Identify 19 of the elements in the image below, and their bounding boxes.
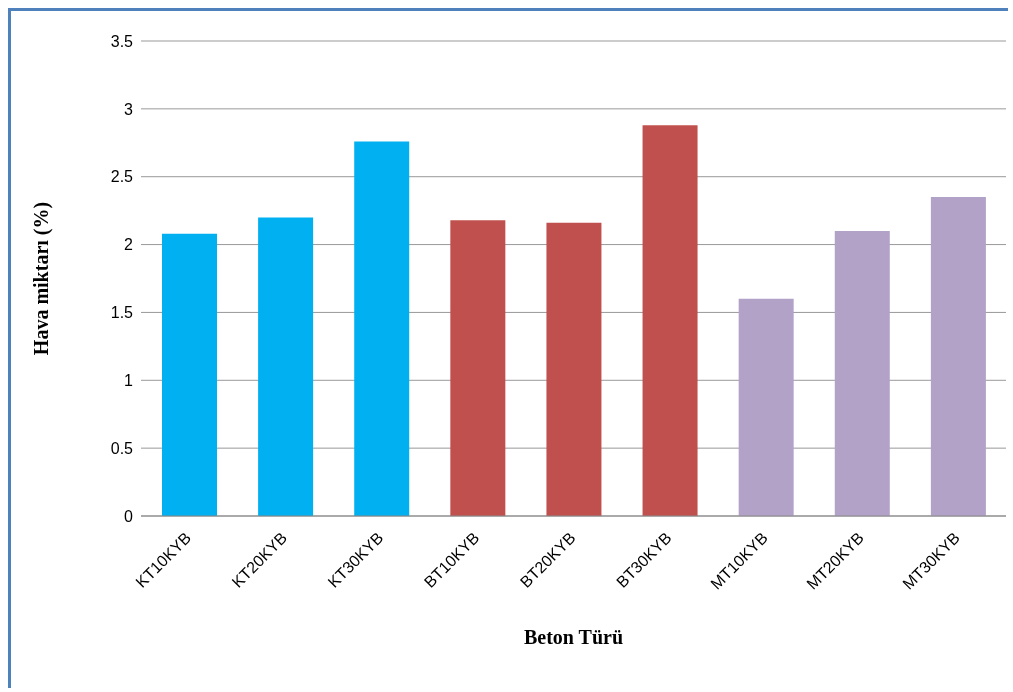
bar [738,298,794,516]
y-tick-label: 2 [124,236,134,254]
bar [258,217,314,516]
bar [162,233,217,516]
bar [834,231,890,516]
bar [546,222,602,516]
bar [642,125,698,516]
y-tick-label: 0.5 [110,439,134,457]
y-tick-label: 1.5 [110,304,134,322]
y-tick-label: 3.5 [110,32,134,50]
x-axis-title: Beton Türü [523,626,624,648]
bar [450,220,506,516]
y-tick-label: 3 [124,100,134,118]
y-tick-label: 2.5 [110,168,134,186]
y-axis-title: Hava miktarı (%) [30,201,54,356]
y-tick-label: 1 [124,371,134,389]
bar [354,141,410,516]
bar [930,197,986,516]
y-tick-label: 0 [124,507,134,525]
